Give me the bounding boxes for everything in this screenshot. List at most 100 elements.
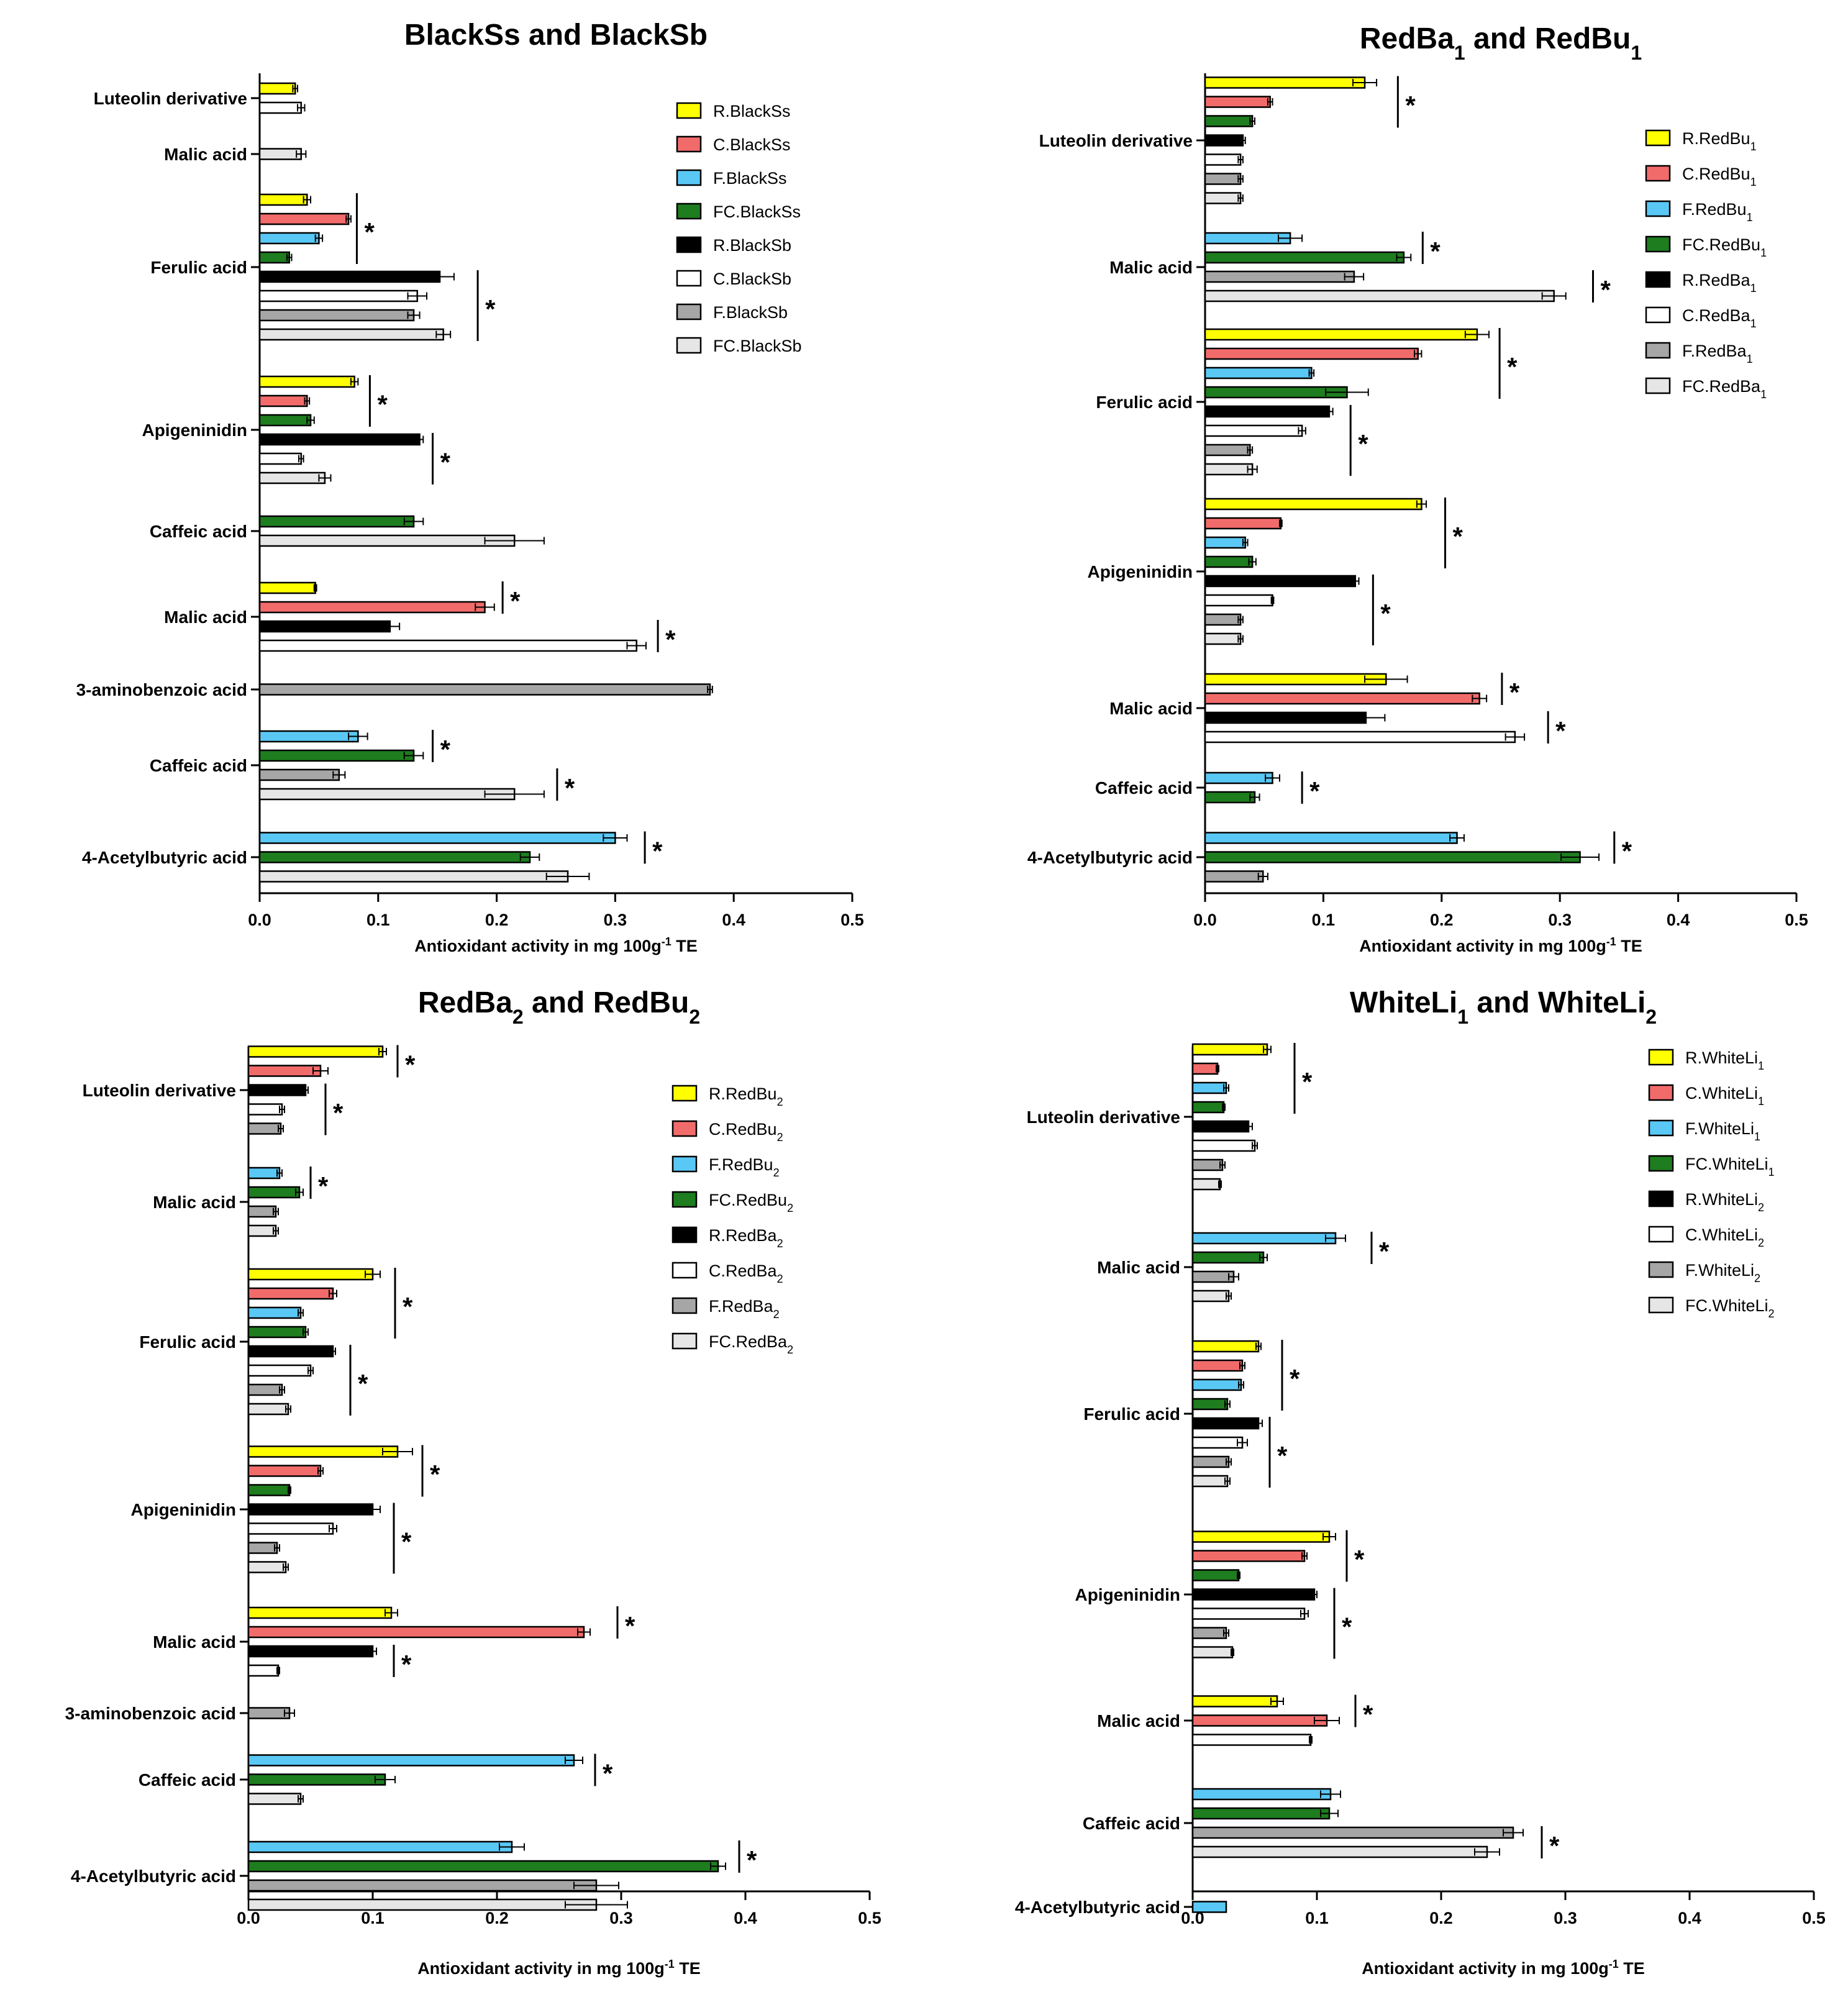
bar (1191, 1359, 1244, 1372)
bar (1204, 76, 1366, 89)
bar (1191, 1901, 1227, 1913)
bar (1191, 1826, 1514, 1839)
significance-star: * (401, 1527, 412, 1557)
category-label: Luteolin derivative (1027, 1107, 1180, 1127)
bar (247, 1793, 302, 1805)
category-label: 3-aminobenzoic acid (76, 680, 247, 699)
chart-title: BlackSs and BlackSb (404, 19, 708, 52)
legend-label: C.WhiteLi1 (1685, 1084, 1764, 1107)
chart-title: RedBa2 and RedBu2 (418, 988, 700, 1028)
bar (258, 620, 391, 633)
bar (1191, 1695, 1278, 1708)
legend-swatch (676, 303, 702, 321)
significance-star: * (1405, 91, 1416, 120)
bar (1204, 771, 1273, 785)
legend-swatch (1648, 1296, 1674, 1314)
legend-swatch (1648, 1226, 1674, 1243)
bar (258, 270, 441, 283)
bar (258, 394, 308, 407)
significance-star: * (333, 1098, 344, 1127)
significance-star: * (1555, 716, 1566, 745)
bar (1204, 832, 1458, 844)
x-tick-label: 0.4 (734, 1909, 757, 1927)
significance-star: * (440, 448, 451, 477)
category-label: 3-aminobenzoic acid (65, 1704, 236, 1723)
significance-star: * (665, 625, 676, 654)
legend-swatch (1648, 1119, 1674, 1137)
category-label: Malic acid (1109, 258, 1193, 277)
bar (1191, 1289, 1230, 1303)
category-label: Malic acid (164, 607, 247, 627)
bar (1204, 613, 1242, 626)
bar (1204, 673, 1387, 686)
legend-swatch (676, 337, 702, 354)
significance-star: * (1379, 1237, 1390, 1266)
bar (258, 414, 312, 427)
legend-swatch (1645, 165, 1671, 182)
x-axis-label: Antioxidant activity in mg 100g-1 TE (1359, 935, 1642, 955)
significance-star: * (440, 735, 451, 764)
legend-swatch (676, 102, 702, 119)
legend-swatch (1645, 342, 1671, 359)
x-tick-label: 0.5 (858, 1909, 881, 1927)
bar (247, 1445, 399, 1458)
bar (258, 452, 303, 465)
x-tick-label: 0.4 (1667, 911, 1690, 929)
bar (258, 749, 415, 762)
significance-star: * (1509, 678, 1520, 707)
bar (247, 1045, 384, 1058)
category-label: Luteolin derivative (83, 1081, 236, 1100)
x-tick-label: 0.1 (366, 911, 390, 929)
category-label: Luteolin derivative (94, 89, 247, 108)
bar (258, 232, 320, 245)
bar (1204, 443, 1251, 457)
legend-label: FC.RedBu2 (709, 1191, 793, 1214)
legend-swatch (671, 1297, 698, 1314)
legend-label: C.RedBa2 (709, 1262, 783, 1285)
bar (247, 1898, 598, 1911)
chart-title: WhiteLi1 and WhiteLi2 (1350, 988, 1657, 1028)
significance-star: * (652, 837, 663, 866)
x-tick-label: 0.5 (1785, 911, 1808, 929)
legend-label: F.RedBa2 (709, 1297, 780, 1321)
significance-star: * (430, 1460, 440, 1489)
legend-label: C.RedBa1 (1682, 306, 1757, 330)
legend-label: F.BlackSs (713, 169, 787, 188)
category-label: Malic acid (1109, 699, 1193, 718)
bar (1204, 517, 1282, 530)
bar (1204, 730, 1516, 744)
bar (258, 832, 616, 844)
bar (258, 683, 711, 696)
x-tick-label: 0.3 (1554, 1909, 1577, 1927)
category-label: Malic acid (1097, 1711, 1180, 1730)
category-label: Caffeic acid (139, 1770, 236, 1790)
x-tick-label: 0.0 (1193, 911, 1217, 929)
significance-star: * (1430, 237, 1441, 266)
x-tick-label: 0.0 (248, 911, 271, 929)
bar (1191, 1378, 1242, 1391)
bar (258, 193, 308, 206)
x-tick-label: 0.3 (609, 1909, 633, 1927)
x-tick-label: 0.1 (1312, 911, 1336, 929)
legend-swatch (676, 236, 702, 253)
legend-swatch (676, 270, 702, 287)
x-axis-label: Antioxidant activity in mg 100g-1 TE (1362, 1958, 1645, 1978)
significance-star: * (510, 586, 521, 616)
significance-star: * (1549, 1831, 1560, 1860)
bar (1191, 1340, 1260, 1353)
bar (1204, 192, 1242, 204)
category-label: Apigeninidin (1075, 1585, 1180, 1604)
significance-star: * (1622, 837, 1632, 866)
significance-star: * (603, 1759, 613, 1788)
bar (258, 471, 326, 484)
bar (1191, 1608, 1306, 1620)
category-label: 4-Acetylbutyric acid (1015, 1898, 1180, 1917)
x-tick-label: 0.5 (840, 911, 864, 929)
legend-label: FC.RedBa2 (709, 1332, 793, 1356)
x-tick-label: 0.5 (1802, 1909, 1826, 1927)
bar (1204, 498, 1422, 511)
bar (247, 1773, 386, 1786)
bar (247, 1484, 291, 1496)
bar (1191, 1178, 1221, 1191)
bar (247, 1860, 719, 1873)
